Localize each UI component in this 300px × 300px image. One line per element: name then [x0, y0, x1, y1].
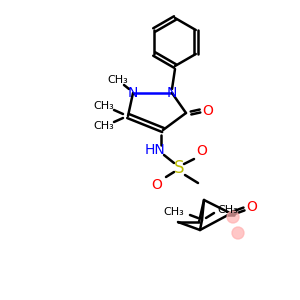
- Text: CH₃: CH₃: [108, 75, 128, 85]
- Text: N: N: [128, 86, 138, 100]
- Circle shape: [232, 227, 244, 239]
- Text: O: O: [202, 104, 213, 118]
- Text: CH₃: CH₃: [218, 205, 239, 215]
- Circle shape: [227, 211, 239, 223]
- Text: HN: HN: [145, 143, 165, 157]
- Text: O: O: [247, 200, 257, 214]
- Text: O: O: [152, 178, 162, 192]
- Text: S: S: [174, 159, 184, 177]
- Text: N: N: [167, 86, 177, 100]
- Text: CH₃: CH₃: [164, 207, 184, 217]
- Text: O: O: [196, 144, 207, 158]
- Text: CH₃: CH₃: [94, 101, 114, 111]
- Text: CH₃: CH₃: [94, 121, 114, 131]
